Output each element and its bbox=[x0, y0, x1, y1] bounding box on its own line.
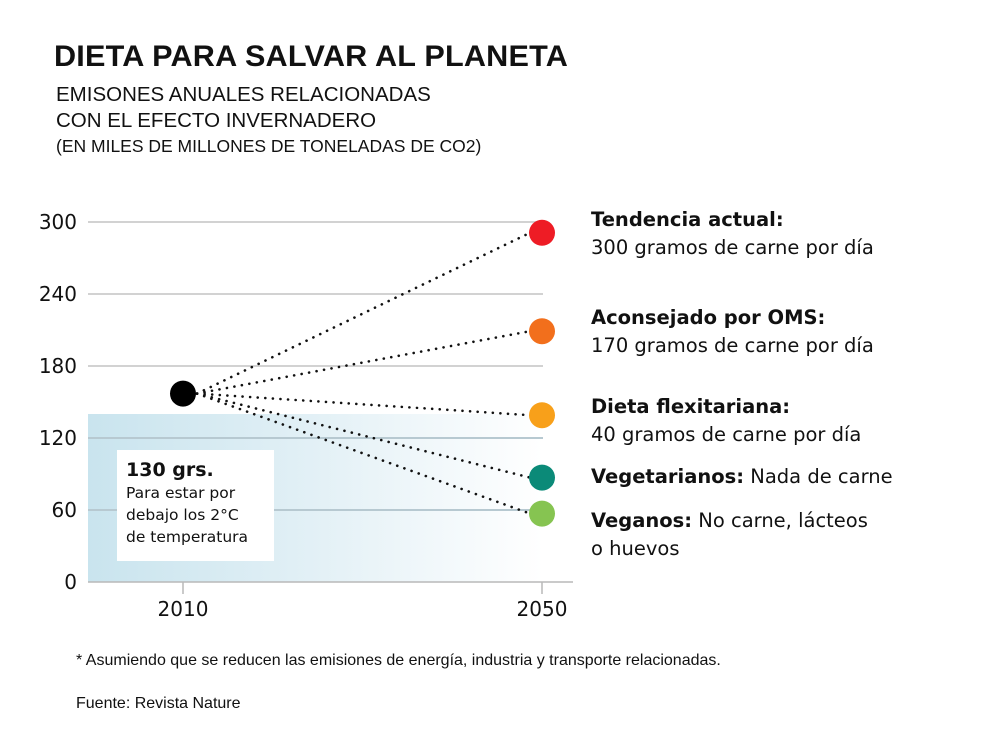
start-point-2010 bbox=[170, 380, 196, 407]
x-tick-label: 2010 bbox=[158, 597, 209, 621]
legend-text: Nada de carne bbox=[744, 465, 893, 488]
legend-item-vegetarianos: Vegetarianos: Nada de carne bbox=[591, 463, 893, 491]
y-tick-label: 120 bbox=[39, 426, 77, 450]
end-point-vegetarianos bbox=[529, 464, 555, 491]
legend-label: Dieta flexitariana: bbox=[591, 395, 791, 418]
legend-item-flexitariana: Dieta flexitariana: 40 gramos de carne p… bbox=[591, 393, 861, 449]
legend-label: Vegetarianos: bbox=[591, 465, 745, 488]
annotation-line-2: debajo los 2°C bbox=[126, 506, 239, 524]
legend-text: 170 gramos de carne por día bbox=[591, 334, 874, 357]
trend-line bbox=[195, 392, 532, 417]
y-tick-label: 60 bbox=[52, 498, 77, 522]
end-point-aconsejado-por-oms bbox=[529, 318, 555, 345]
annotation-line-1: Para estar por bbox=[126, 484, 236, 502]
subtitle-line-1: EMISONES ANUALES RELACIONADAS bbox=[56, 83, 431, 106]
legend-label: Tendencia actual: bbox=[591, 208, 784, 231]
end-point-tendencia-actual bbox=[529, 219, 555, 246]
subtitle-line-2: CON EL EFECTO INVERNADERO bbox=[56, 109, 377, 132]
y-tick-label: 300 bbox=[39, 210, 77, 234]
legend-text: 40 gramos de carne por día bbox=[591, 423, 862, 446]
legend-label: Aconsejado por OMS: bbox=[591, 306, 826, 329]
end-point-veganos bbox=[529, 500, 555, 527]
trend-line bbox=[195, 231, 532, 395]
legend-label: Veganos: bbox=[591, 509, 693, 532]
x-tick-label: 2050 bbox=[517, 597, 568, 621]
legend-item-oms: Aconsejado por OMS: 170 gramos de carne … bbox=[591, 304, 874, 360]
trend-line bbox=[195, 329, 532, 395]
y-tick-label: 180 bbox=[39, 354, 77, 378]
unit-label: (EN MILES DE MILLONES DE TONELADAS DE CO… bbox=[56, 136, 482, 156]
source-note: Fuente: Revista Nature bbox=[76, 695, 241, 712]
chart-subtitle: EMISONES ANUALES RELACIONADAS CON EL EFE… bbox=[56, 82, 431, 134]
y-tick-label: 240 bbox=[39, 282, 77, 306]
legend-text-2: o huevos bbox=[591, 537, 680, 560]
legend-text: 300 gramos de carne por día bbox=[591, 236, 874, 259]
target-annotation-box: 130 grs. Para estar por debajo los 2°C d… bbox=[117, 450, 274, 561]
annotation-line-3: de temperatura bbox=[126, 528, 249, 546]
footnote: * Asumiendo que se reducen las emisiones… bbox=[76, 652, 721, 669]
legend-item-tendencia: Tendencia actual: 300 gramos de carne po… bbox=[591, 206, 874, 262]
legend-item-veganos: Veganos: No carne, lácteos o huevos bbox=[591, 507, 868, 563]
chart-title: DIETA PARA SALVAR AL PLANETA bbox=[54, 40, 569, 73]
annotation-title: 130 grs. bbox=[126, 459, 214, 481]
legend-text: No carne, lácteos bbox=[692, 509, 868, 532]
end-point-dieta-flexitariana bbox=[529, 402, 555, 429]
y-tick-label: 0 bbox=[64, 570, 77, 594]
